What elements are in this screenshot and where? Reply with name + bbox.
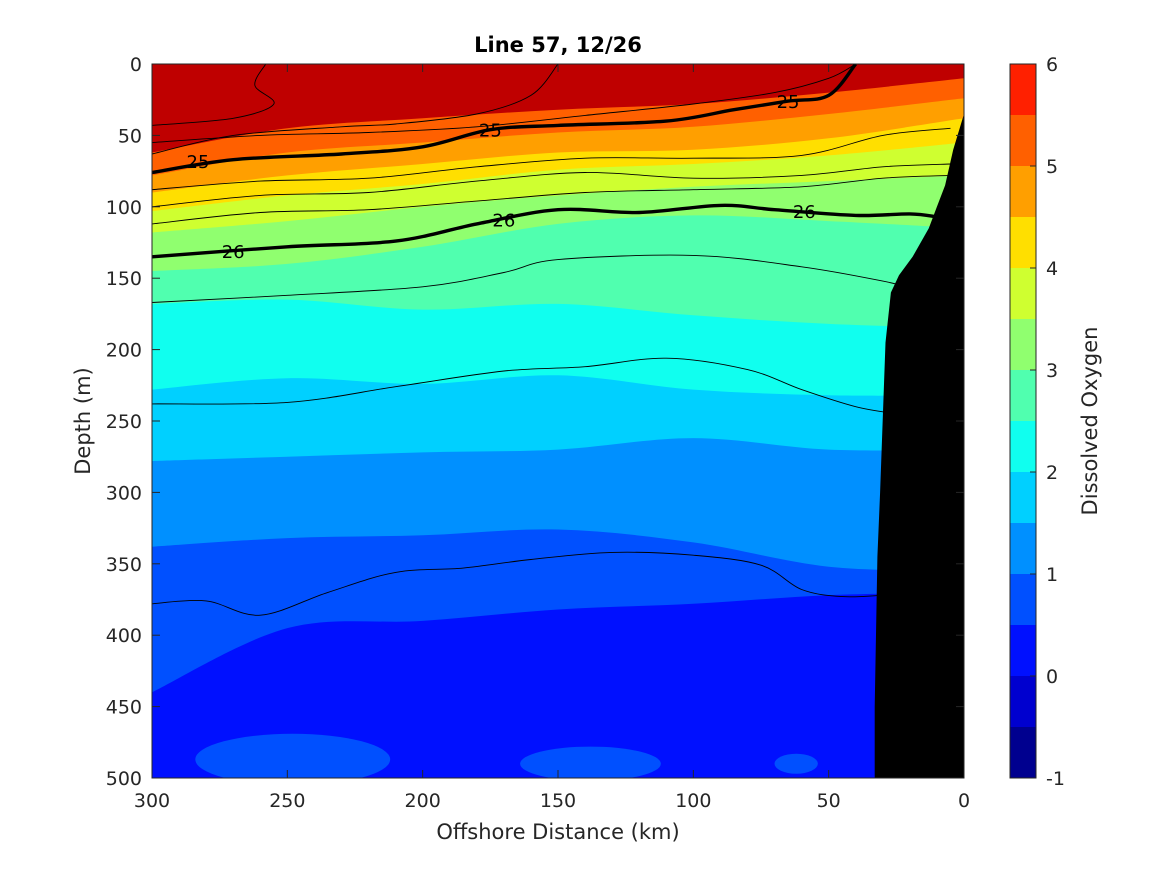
bathymetry-shelf: [874, 113, 964, 778]
x-axis-label: Offshore Distance (km): [436, 820, 679, 844]
density-contour: [152, 254, 905, 303]
x-tick-label: 0: [958, 790, 970, 812]
oxygen-fill-layers: [152, 78, 964, 778]
colorbar-segment: [1010, 370, 1036, 421]
colorbar-tick-label: 6: [1046, 54, 1058, 76]
y-tick-label: 250: [106, 411, 142, 433]
colorbar-ticks: -1 0 1 2 3 4 5 6: [1030, 54, 1065, 790]
colorbar-segment: [1010, 64, 1036, 115]
x-tick-label: 300: [134, 790, 170, 812]
chart-title: Line 57, 12/26: [474, 33, 642, 57]
colorbar-tick-label: 0: [1046, 666, 1058, 688]
y-tick-label: 300: [106, 482, 142, 504]
y-tick-label: 200: [106, 340, 142, 362]
x-tick-label: 50: [817, 790, 841, 812]
contour-label: 25: [777, 92, 800, 113]
colorbar-segment: [1010, 115, 1036, 166]
contour-label: 25: [479, 121, 502, 142]
low-oxygen-pockets: [195, 733, 818, 778]
contour-label: 26: [793, 202, 816, 223]
density-contour-bold: [152, 203, 938, 259]
contour-label-group: 25 25 25 26 26 26: [187, 92, 816, 263]
density-contour: [152, 64, 856, 143]
x-tick-label: 150: [540, 790, 576, 812]
x-axis-ticks: 300 250 200 150 100 50 0: [134, 64, 970, 812]
contour-label: 26: [492, 211, 515, 232]
density-contour: [152, 64, 559, 155]
plot-area: 25 25 25 26 26 26: [152, 64, 964, 778]
colorbar-segment: [1010, 523, 1036, 574]
y-tick-label: 350: [106, 554, 142, 576]
contour-label: 26: [222, 242, 245, 263]
x-tick-label: 100: [675, 790, 711, 812]
density-contour: [152, 127, 951, 191]
y-tick-label: 400: [106, 625, 142, 647]
colorbar-segment: [1010, 574, 1036, 625]
density-contour: [152, 163, 951, 208]
density-contour: [152, 357, 897, 415]
density-contour-lines: [152, 64, 951, 616]
oxygen-band: [152, 592, 964, 778]
colorbar-label: Dissolved Oxygen: [1078, 327, 1102, 516]
colorbar-tick-label: 5: [1046, 156, 1058, 178]
oxygen-pocket: [774, 753, 818, 774]
density-contour-bold: [152, 64, 858, 175]
density-contour: [152, 64, 275, 126]
oxygen-pocket: [195, 733, 391, 778]
colorbar-segment: [1010, 421, 1036, 472]
contour-label: 25: [187, 152, 210, 173]
y-axis-label: Depth (m): [71, 367, 95, 474]
colorbar-segment: [1010, 727, 1036, 778]
colorbar-segment: [1010, 319, 1036, 370]
colorbar-frame: [1009, 63, 1037, 779]
colorbar-tick-label: 4: [1046, 258, 1058, 280]
colorbar-segment: [1010, 268, 1036, 319]
x-tick-label: 250: [269, 790, 305, 812]
colorbar-tick-label: 2: [1046, 462, 1058, 484]
y-tick-label: 0: [130, 54, 142, 76]
colorbar-tick-label: 3: [1046, 360, 1058, 382]
y-tick-label: 50: [118, 125, 142, 147]
oxygen-pocket: [520, 746, 661, 778]
colorbar-segment: [1010, 217, 1036, 268]
colorbar-segment: [1010, 472, 1036, 523]
density-contour: [152, 174, 951, 225]
colorbar: [1010, 64, 1036, 778]
y-tick-label: 450: [106, 697, 142, 719]
y-tick-label: 500: [106, 768, 142, 790]
y-axis-ticks: 0 50 100 150 200 250 300 350 400 450 500: [106, 54, 964, 790]
colorbar-segment: [1010, 166, 1036, 217]
colorbar-tick-label: 1: [1046, 564, 1058, 586]
x-tick-label: 200: [405, 790, 441, 812]
density-contour: [152, 551, 883, 616]
colorbar-segment: [1010, 676, 1036, 727]
colorbar-tick-label: -1: [1046, 768, 1065, 790]
y-tick-label: 100: [106, 197, 142, 219]
y-tick-label: 150: [106, 268, 142, 290]
colorbar-segment: [1010, 625, 1036, 676]
